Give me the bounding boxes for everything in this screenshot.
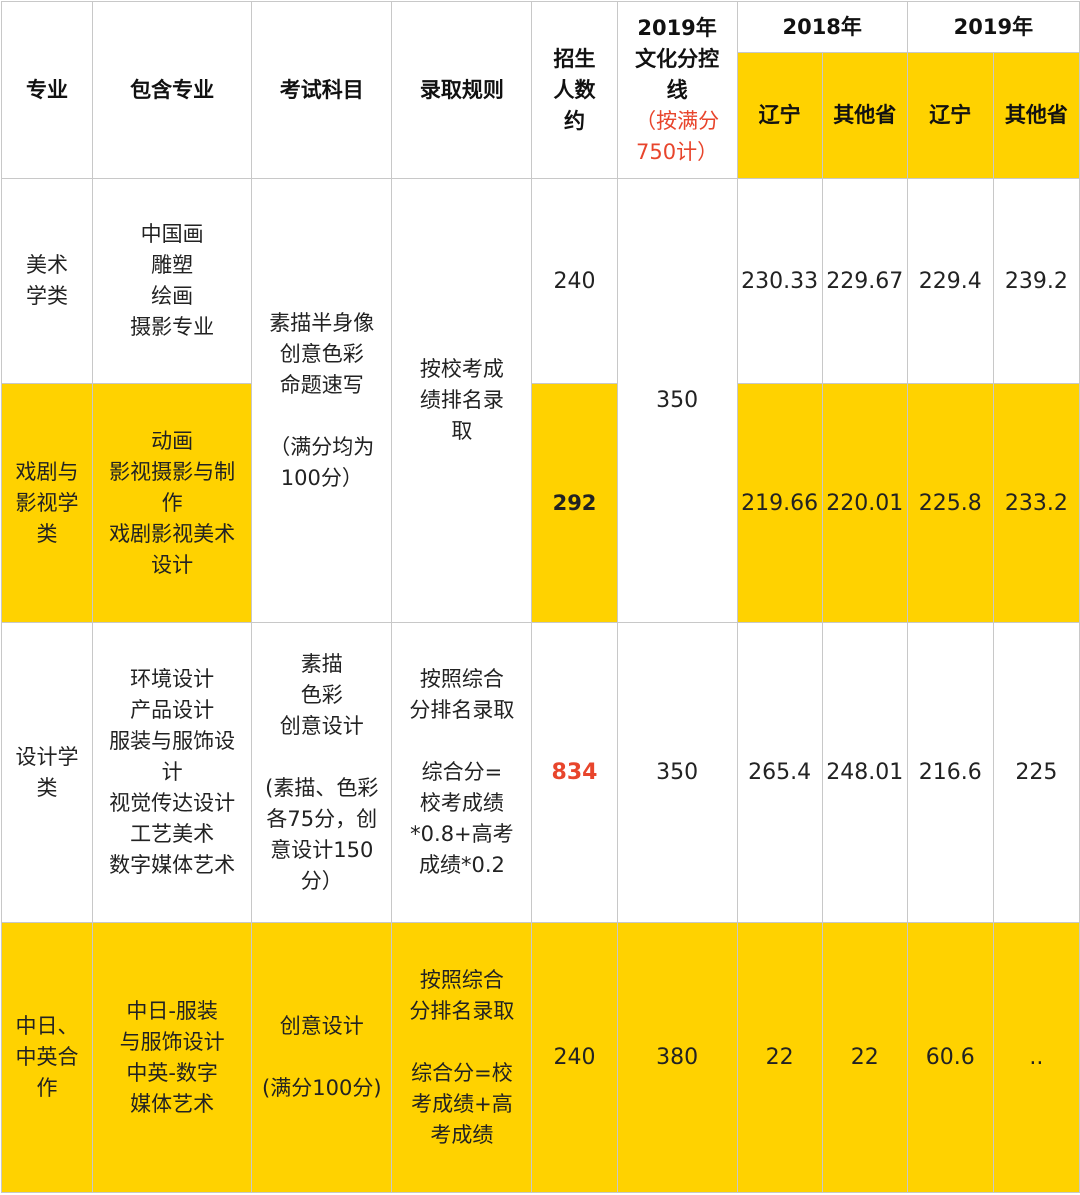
header-2018-liaoning: 辽宁 xyxy=(736,52,823,179)
score-cell: 22 xyxy=(821,922,908,1193)
header-2018-other: 其他省 xyxy=(821,52,908,179)
table-row: 戏剧与 影视学 类 动画 影视摄影与制 作 戏剧影视美术 设计 292 219.… xyxy=(0,383,1080,623)
header-2019-other: 其他省 xyxy=(992,52,1080,179)
cutoff-note: （按满分 750计） xyxy=(635,108,720,164)
subjects-cell: 素描 色彩 创意设计 (素描、色彩 各75分，创 意设计150 分） xyxy=(251,622,393,923)
includes-cell: 中国画 雕塑 绘画 摄影专业 xyxy=(92,178,253,384)
score-cell: 219.66 xyxy=(736,383,823,623)
score-cell: 233.2 xyxy=(992,383,1080,623)
table-row: 美术 学类 中国画 雕塑 绘画 摄影专业 素描半身像 创意色彩 命题速写 （满分… xyxy=(0,178,1080,623)
header-subjects: 考试科目 xyxy=(251,1,393,179)
enroll-cell: 834 xyxy=(531,622,618,923)
score-cell: 229.4 xyxy=(906,178,994,384)
header-includes: 包含专业 xyxy=(92,1,253,179)
rules-cell: 按校考成 绩排名录 取 xyxy=(391,178,533,623)
enroll-cell: 240 xyxy=(531,178,618,384)
major-cell: 中日、 中英合 作 xyxy=(0,922,94,1193)
enroll-cell: 292 xyxy=(531,383,618,623)
header-major: 专业 xyxy=(0,1,94,179)
header-year-2019: 2019年 xyxy=(906,1,1080,53)
table-row: 中日、 中英合 作 中日-服装 与服饰设计 中英-数字 媒体艺术 创意设计 (满… xyxy=(0,922,1080,1193)
score-cell: 239.2 xyxy=(992,178,1080,384)
score-cell: 229.67 xyxy=(821,178,908,384)
score-cell: 225 xyxy=(992,622,1080,923)
table-row: 设计学 类 环境设计 产品设计 服装与服饰设 计 视觉传达设计 工艺美术 数字媒… xyxy=(0,622,1080,923)
cutoff-cell: 380 xyxy=(616,922,738,1193)
includes-cell: 环境设计 产品设计 服装与服饰设 计 视觉传达设计 工艺美术 数字媒体艺术 xyxy=(92,622,253,923)
cutoff-cell: 350 xyxy=(616,622,738,923)
score-cell: 230.33 xyxy=(736,178,823,384)
rules-cell: 按照综合 分排名录取 综合分= 校考成绩 *0.8+高考 成绩*0.2 xyxy=(391,622,533,923)
subjects-cell: 创意设计 (满分100分) xyxy=(251,922,393,1193)
major-cell: 美术 学类 xyxy=(0,178,94,384)
score-cell: 225.8 xyxy=(906,383,994,623)
header-year-2018: 2018年 xyxy=(736,1,908,53)
score-cell: 22 xyxy=(736,922,823,1193)
cutoff-cell: 350 xyxy=(616,178,738,623)
score-cell: 216.6 xyxy=(906,622,994,923)
header-cutoff: 2019年 文化分控 线 （按满分 750计） xyxy=(616,1,738,179)
header-rules: 录取规则 xyxy=(391,1,533,179)
includes-cell: 动画 影视摄影与制 作 戏剧影视美术 设计 xyxy=(92,383,253,623)
header-row: 专业 包含专业 考试科目 录取规则 招生 人数 约 2019年 文化分控 线 （按… xyxy=(0,1,1080,179)
header-enroll: 招生 人数 约 xyxy=(531,1,618,179)
header-2019-liaoning: 辽宁 xyxy=(906,52,994,179)
subheader-row: 辽宁 其他省 辽宁 其他省 xyxy=(2,52,1080,179)
includes-cell: 中日-服装 与服饰设计 中英-数字 媒体艺术 xyxy=(92,922,253,1193)
cutoff-title: 2019年 文化分控 线 xyxy=(635,15,720,102)
score-cell: 248.01 xyxy=(821,622,908,923)
score-cell: .. xyxy=(992,922,1080,1193)
rules-cell: 按照综合 分排名录取 综合分=校 考成绩+高 考成绩 xyxy=(391,922,533,1193)
score-cell: 60.6 xyxy=(906,922,994,1193)
score-cell: 265.4 xyxy=(736,622,823,923)
enroll-cell: 240 xyxy=(531,922,618,1193)
score-cell: 220.01 xyxy=(821,383,908,623)
subjects-cell: 素描半身像 创意色彩 命题速写 （满分均为 100分） xyxy=(251,178,393,623)
major-cell: 戏剧与 影视学 类 xyxy=(0,383,94,623)
major-cell: 设计学 类 xyxy=(0,622,94,923)
